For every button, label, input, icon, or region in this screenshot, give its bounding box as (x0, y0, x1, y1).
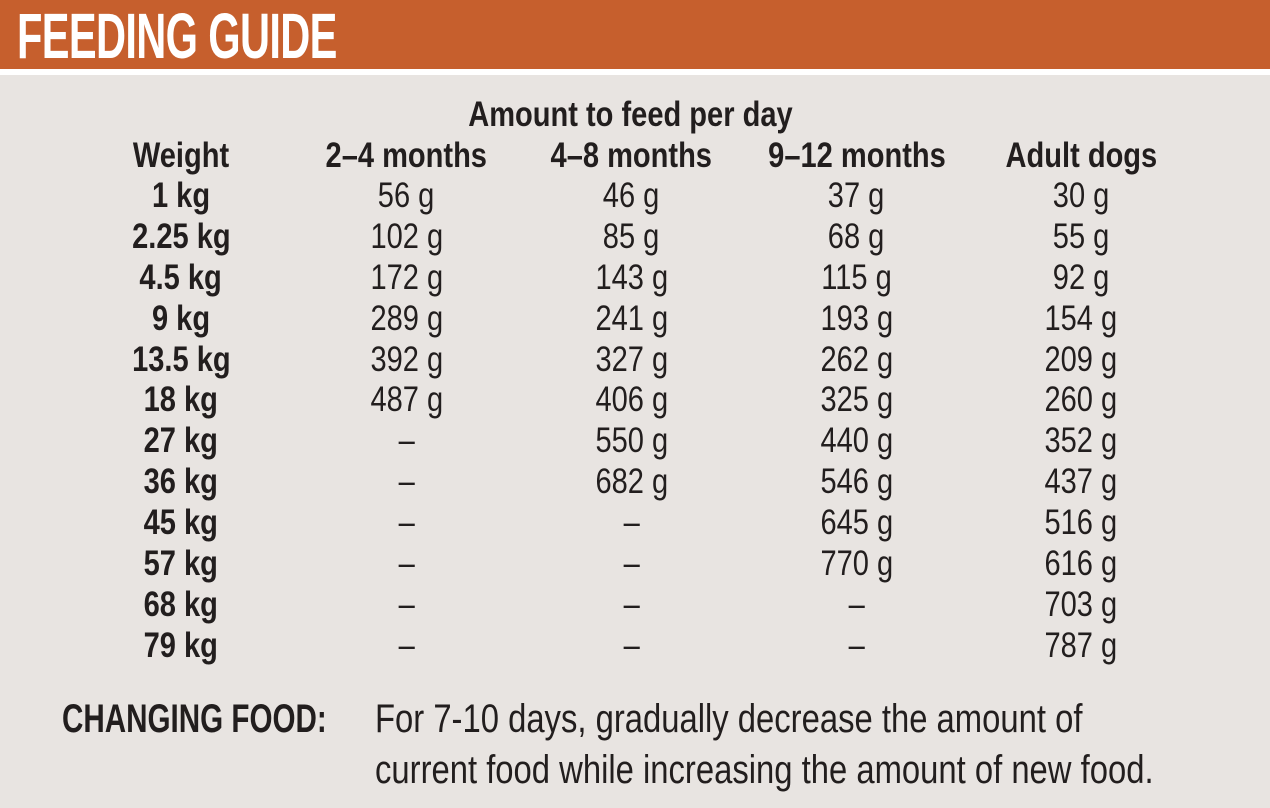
table-row: 45 kg – – 645 g 516 g (68, 503, 1193, 544)
column-header-9-12-months: 9–12 months (767, 136, 946, 175)
table-row: 2.25 kg 102 g 85 g 68 g 55 g (68, 217, 1193, 258)
table-row: 36 kg – 682 g 546 g 437 g (68, 462, 1193, 503)
amount-cell: – (848, 625, 865, 665)
table-row: 1 kg 56 g 46 g 37 g 30 g (68, 176, 1193, 217)
amount-cell: 327 g (595, 339, 668, 379)
weight-cell: 1 kg (151, 176, 211, 215)
amount-cell: 645 g (820, 503, 893, 543)
amount-cell: 241 g (595, 298, 668, 338)
amount-cell: 56 g (378, 176, 435, 215)
amount-cell: – (623, 503, 640, 543)
amount-cell: – (398, 584, 415, 624)
note-label-wrap: CHANGING FOOD: (62, 694, 420, 745)
note-line-2: current food while increasing the amount… (375, 748, 1154, 792)
table-row: 68 kg – – – 703 g (68, 585, 1193, 626)
amount-cell: – (623, 544, 640, 584)
amount-cell: 68 g (828, 216, 885, 256)
weight-cell: 57 kg (143, 544, 219, 584)
amount-cell: 55 g (1052, 216, 1110, 256)
weight-cell: 13.5 kg (131, 339, 231, 379)
amount-cell: 154 g (1044, 298, 1118, 338)
weight-cell: 18 kg (143, 380, 219, 420)
table-row: 4.5 kg 172 g 143 g 115 g 92 g (68, 258, 1193, 299)
table-title: Amount to feed per day (468, 95, 793, 134)
weight-cell: 36 kg (143, 462, 219, 502)
column-header-adult-dogs: Adult dogs (1005, 136, 1157, 175)
table-row: 57 kg – – 770 g 616 g (68, 544, 1193, 585)
weight-cell: 27 kg (143, 421, 219, 461)
amount-cell: – (398, 503, 415, 543)
amount-cell: 406 g (595, 380, 668, 420)
amount-cell: 516 g (1044, 503, 1118, 543)
amount-cell: – (848, 584, 865, 624)
amount-cell: 102 g (370, 216, 443, 256)
amount-cell: – (623, 625, 640, 665)
amount-cell: 262 g (820, 339, 893, 379)
note-label: CHANGING FOOD: (62, 697, 327, 741)
amount-cell: 703 g (1044, 584, 1118, 624)
amount-cell: – (623, 584, 640, 624)
amount-cell: 787 g (1044, 625, 1118, 665)
amount-cell: 193 g (820, 298, 893, 338)
weight-cell: 2.25 kg (131, 216, 231, 256)
amount-cell: – (398, 625, 415, 665)
amount-cell: – (398, 544, 415, 584)
amount-cell: 37 g (828, 176, 885, 215)
weight-cell: 45 kg (143, 503, 219, 543)
amount-cell: – (398, 421, 415, 461)
header-bar: FEEDING GUIDE (0, 0, 1270, 75)
weight-cell: 68 kg (143, 584, 219, 624)
amount-cell: 172 g (370, 257, 443, 297)
table-row: 27 kg – 550 g 440 g 352 g (68, 421, 1193, 462)
amount-cell: 30 g (1052, 176, 1110, 215)
column-header-4-8-months: 4–8 months (550, 136, 713, 175)
note-text: For 7-10 days, gradually decrease the am… (375, 694, 1270, 796)
amount-cell: 487 g (370, 380, 443, 420)
amount-cell: 92 g (1052, 257, 1110, 297)
column-header-weight: Weight (132, 136, 230, 175)
amount-cell: 115 g (821, 257, 892, 297)
page-title: FEEDING GUIDE (17, 0, 337, 72)
amount-cell: 550 g (595, 421, 668, 461)
amount-cell: 437 g (1044, 462, 1118, 502)
table-row: 18 kg 487 g 406 g 325 g 260 g (68, 380, 1193, 421)
column-header-2-4-months: 2–4 months (325, 136, 488, 175)
amount-cell: 85 g (603, 216, 660, 256)
note-line-1: For 7-10 days, gradually decrease the am… (375, 697, 1083, 741)
amount-cell: – (398, 462, 415, 502)
weight-cell: 4.5 kg (139, 257, 223, 297)
table-header-row: Weight 2–4 months 4–8 months 9–12 months… (68, 136, 1193, 176)
table-row: 79 kg – – – 787 g (68, 626, 1193, 667)
amount-cell: 352 g (1044, 421, 1118, 461)
amount-cell: 289 g (370, 298, 443, 338)
amount-cell: 440 g (820, 421, 893, 461)
amount-cell: 770 g (820, 544, 893, 584)
amount-cell: 209 g (1044, 339, 1118, 379)
amount-cell: 546 g (820, 462, 893, 502)
amount-cell: 143 g (595, 257, 668, 297)
table-row: 13.5 kg 392 g 327 g 262 g 209 g (68, 340, 1193, 381)
amount-cell: 46 g (603, 176, 660, 215)
feeding-table-body: 1 kg 56 g 46 g 37 g 30 g 2.25 kg 102 g 85 g 68 g… (68, 176, 1193, 667)
table-row: 9 kg 289 g 241 g 193 g 154 g (68, 299, 1193, 340)
amount-cell: 325 g (820, 380, 893, 420)
amount-cell: 616 g (1044, 544, 1118, 584)
amount-cell: 392 g (370, 339, 443, 379)
table-title-row: Amount to feed per day (68, 94, 1193, 136)
feeding-table: Amount to feed per day Weight 2–4 months… (68, 94, 1193, 667)
amount-cell: 682 g (595, 462, 668, 502)
weight-cell: 79 kg (143, 625, 219, 665)
amount-cell: 260 g (1044, 380, 1118, 420)
weight-cell: 9 kg (151, 298, 211, 338)
